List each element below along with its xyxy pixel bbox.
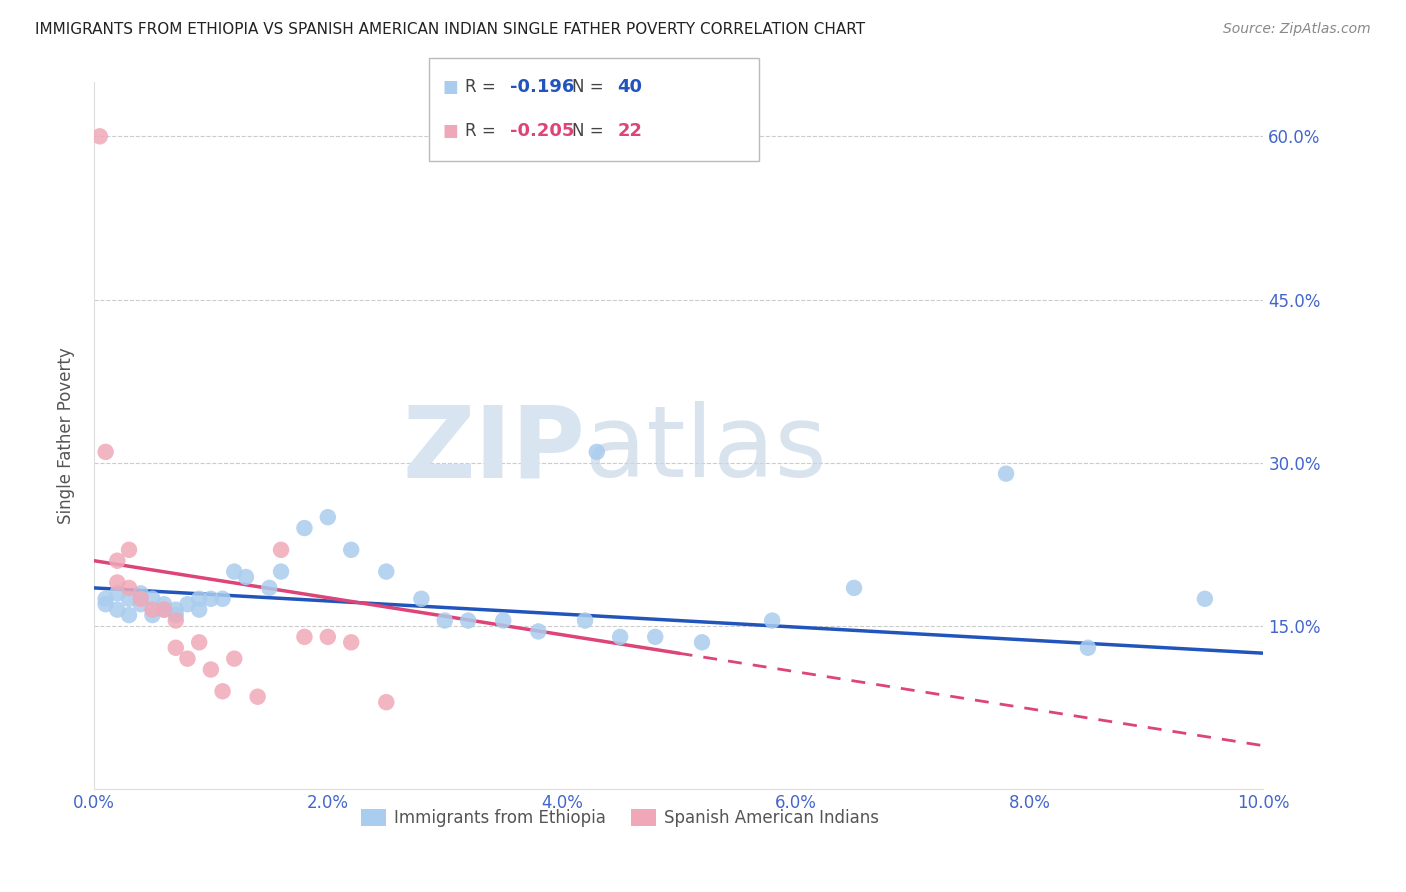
Text: R =: R = [465,78,496,95]
Text: -0.205: -0.205 [510,122,575,140]
Point [129,591,152,606]
Point [433,614,456,628]
Point [411,591,433,606]
Point [270,542,292,557]
Text: N =: N = [572,78,603,95]
Point [690,635,713,649]
Point [235,570,257,584]
Point [316,630,339,644]
Point [129,597,152,611]
Point [842,581,865,595]
Text: 40: 40 [617,78,643,95]
Point [153,597,176,611]
Point [105,586,128,600]
Point [270,565,292,579]
Y-axis label: Single Father Poverty: Single Father Poverty [58,347,75,524]
Text: ■: ■ [443,78,458,95]
Point [141,591,163,606]
Point [574,614,596,628]
Text: atlas: atlas [585,401,827,499]
Text: ■: ■ [443,122,458,140]
Text: N =: N = [572,122,603,140]
Text: R =: R = [465,122,496,140]
Point [200,591,222,606]
Point [375,565,398,579]
Point [129,586,152,600]
Text: Source: ZipAtlas.com: Source: ZipAtlas.com [1223,22,1371,37]
Point [761,614,783,628]
Point [294,521,316,535]
Point [457,614,479,628]
Point [105,554,128,568]
Point [188,591,211,606]
Text: ZIP: ZIP [402,401,585,499]
Point [585,445,607,459]
Point [165,614,187,628]
Point [340,542,363,557]
Point [94,597,117,611]
Point [165,608,187,623]
Point [141,608,163,623]
Point [316,510,339,524]
Point [118,591,141,606]
Point [89,129,111,144]
Text: IMMIGRANTS FROM ETHIOPIA VS SPANISH AMERICAN INDIAN SINGLE FATHER POVERTY CORREL: IMMIGRANTS FROM ETHIOPIA VS SPANISH AMER… [35,22,865,37]
Point [259,581,281,595]
Point [188,635,211,649]
Point [141,602,163,616]
Point [165,640,187,655]
Point [527,624,550,639]
Point [165,602,187,616]
Point [105,575,128,590]
Point [375,695,398,709]
Point [246,690,269,704]
Point [200,663,222,677]
Point [153,602,176,616]
Point [1077,640,1099,655]
Point [224,565,246,579]
Point [188,602,211,616]
Point [153,602,176,616]
Legend: Immigrants from Ethiopia, Spanish American Indians: Immigrants from Ethiopia, Spanish Americ… [354,803,886,834]
Point [118,542,141,557]
Point [211,591,233,606]
Point [224,651,246,665]
Point [211,684,233,698]
Text: 22: 22 [617,122,643,140]
Point [995,467,1018,481]
Point [644,630,666,644]
Point [176,597,198,611]
Point [609,630,631,644]
Point [492,614,515,628]
Point [105,602,128,616]
Point [340,635,363,649]
Point [1194,591,1216,606]
Point [118,608,141,623]
Point [118,581,141,595]
Point [294,630,316,644]
Point [94,591,117,606]
Point [176,651,198,665]
Text: -0.196: -0.196 [510,78,575,95]
Point [94,445,117,459]
